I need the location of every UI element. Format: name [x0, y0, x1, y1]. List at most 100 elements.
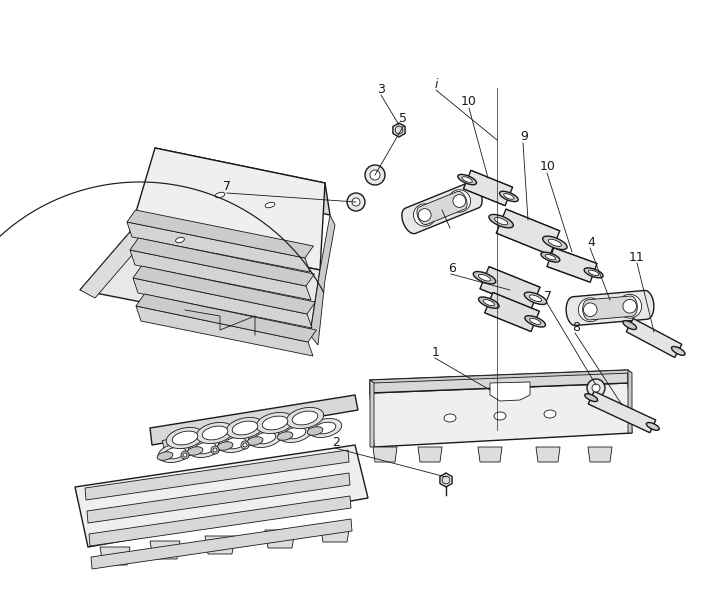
Ellipse shape — [365, 165, 385, 185]
Polygon shape — [89, 496, 351, 546]
Polygon shape — [463, 170, 513, 206]
Text: 1: 1 — [432, 346, 440, 359]
Ellipse shape — [579, 298, 602, 322]
Ellipse shape — [217, 441, 233, 450]
Text: 3: 3 — [377, 83, 385, 96]
Polygon shape — [418, 447, 442, 462]
Polygon shape — [370, 370, 632, 383]
Polygon shape — [75, 445, 368, 547]
Polygon shape — [485, 292, 539, 331]
Ellipse shape — [473, 271, 496, 284]
Ellipse shape — [262, 416, 288, 430]
Polygon shape — [91, 519, 352, 569]
Ellipse shape — [347, 193, 365, 211]
Ellipse shape — [525, 316, 545, 327]
Polygon shape — [252, 419, 288, 445]
Ellipse shape — [196, 422, 233, 443]
Polygon shape — [127, 210, 313, 258]
Polygon shape — [150, 541, 180, 559]
Ellipse shape — [588, 270, 599, 275]
Polygon shape — [150, 395, 358, 445]
Ellipse shape — [226, 418, 264, 439]
Ellipse shape — [286, 408, 324, 428]
Ellipse shape — [277, 432, 293, 440]
Polygon shape — [370, 380, 374, 447]
Polygon shape — [80, 232, 320, 335]
Polygon shape — [133, 266, 316, 314]
Ellipse shape — [504, 193, 514, 199]
Ellipse shape — [307, 427, 323, 436]
Ellipse shape — [224, 437, 246, 449]
Ellipse shape — [157, 452, 173, 461]
Ellipse shape — [284, 427, 306, 439]
Ellipse shape — [418, 209, 431, 221]
Polygon shape — [480, 267, 540, 309]
Ellipse shape — [176, 237, 185, 243]
Polygon shape — [490, 382, 530, 401]
Ellipse shape — [672, 346, 685, 355]
Ellipse shape — [542, 236, 567, 249]
Text: 11: 11 — [629, 250, 645, 264]
Ellipse shape — [166, 427, 204, 449]
Polygon shape — [536, 447, 560, 462]
Polygon shape — [100, 547, 130, 565]
Ellipse shape — [211, 446, 219, 454]
Ellipse shape — [545, 255, 555, 260]
Ellipse shape — [646, 422, 659, 430]
Ellipse shape — [181, 451, 189, 459]
Polygon shape — [282, 414, 318, 440]
Ellipse shape — [194, 442, 216, 454]
Polygon shape — [80, 232, 145, 298]
Polygon shape — [393, 123, 405, 137]
Ellipse shape — [541, 252, 560, 262]
Polygon shape — [85, 450, 349, 500]
Polygon shape — [566, 290, 654, 325]
Polygon shape — [402, 182, 482, 234]
Ellipse shape — [478, 274, 491, 281]
Ellipse shape — [585, 394, 598, 402]
Polygon shape — [136, 294, 316, 342]
Polygon shape — [136, 306, 313, 356]
Ellipse shape — [458, 174, 476, 184]
Ellipse shape — [414, 204, 436, 226]
Ellipse shape — [213, 448, 217, 452]
Text: i: i — [434, 77, 438, 90]
Ellipse shape — [494, 218, 507, 225]
Polygon shape — [582, 296, 638, 320]
Text: 5: 5 — [399, 111, 407, 124]
Polygon shape — [155, 148, 330, 215]
Polygon shape — [222, 424, 258, 450]
Ellipse shape — [202, 426, 228, 440]
Ellipse shape — [292, 411, 318, 425]
Polygon shape — [373, 447, 397, 462]
Polygon shape — [478, 447, 502, 462]
Polygon shape — [417, 192, 467, 225]
Ellipse shape — [548, 239, 561, 246]
Ellipse shape — [254, 432, 276, 444]
Ellipse shape — [278, 424, 312, 443]
Ellipse shape — [489, 214, 513, 228]
Ellipse shape — [314, 422, 336, 434]
Ellipse shape — [183, 453, 187, 457]
Polygon shape — [547, 248, 597, 282]
Ellipse shape — [248, 428, 282, 447]
Ellipse shape — [584, 303, 597, 317]
Ellipse shape — [494, 412, 506, 420]
Text: 10: 10 — [461, 95, 477, 108]
Polygon shape — [588, 447, 612, 462]
Ellipse shape — [499, 191, 518, 202]
Text: 8: 8 — [572, 321, 580, 334]
Ellipse shape — [623, 321, 637, 330]
Polygon shape — [440, 473, 452, 487]
Ellipse shape — [524, 292, 547, 305]
Ellipse shape — [352, 198, 360, 206]
Ellipse shape — [164, 447, 186, 459]
Ellipse shape — [218, 434, 252, 452]
Ellipse shape — [529, 318, 541, 324]
Ellipse shape — [448, 190, 470, 212]
Polygon shape — [497, 209, 560, 255]
Polygon shape — [162, 434, 198, 460]
Polygon shape — [628, 370, 632, 433]
Ellipse shape — [257, 412, 294, 434]
Ellipse shape — [172, 431, 198, 445]
